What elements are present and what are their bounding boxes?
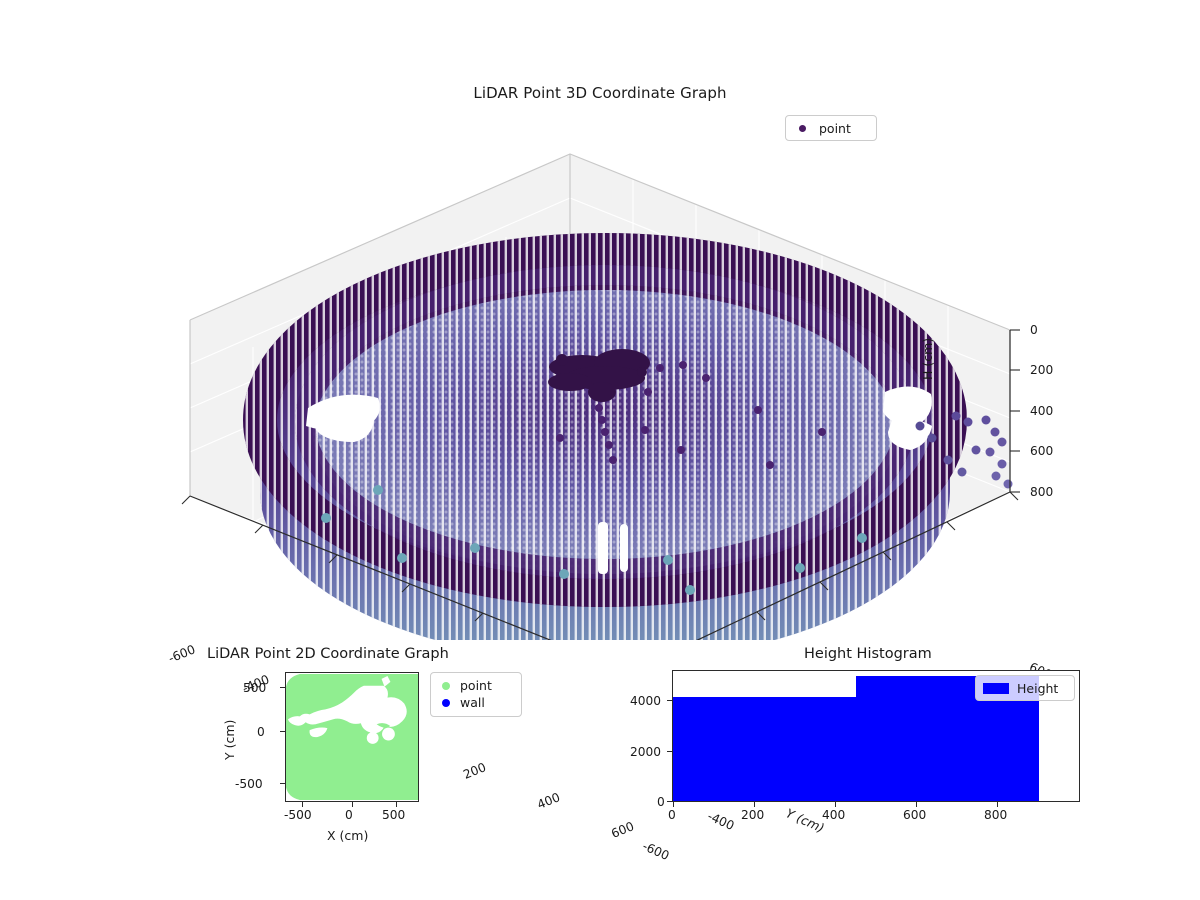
x-tick-label-hist: 400 (822, 808, 846, 822)
center-cluster (548, 349, 650, 402)
y-tick-label-2d: 0 (257, 725, 265, 739)
tick-mark (667, 751, 672, 752)
y-axis-label-2d: Y (cm) (222, 719, 237, 760)
tick-mark (835, 802, 836, 807)
z-tick-label: 600 (1030, 444, 1054, 458)
y-tick-label-hist: 2000 (630, 745, 662, 759)
y-tick-label-hist: 4000 (630, 694, 662, 708)
y-tick-label: -400 (705, 808, 737, 834)
x-tick-label-hist: 200 (741, 808, 765, 822)
lidar-3d-axes[interactable]: -600 -400 -200 0 200 400 600 X (cm) -600… (150, 120, 1054, 863)
legend-2d-label-point: point (460, 678, 492, 693)
legend-3d[interactable]: point (785, 115, 877, 141)
scattered-mid-points (556, 361, 826, 469)
tick-mark (352, 802, 353, 807)
tick-mark (280, 783, 285, 784)
tick-mark (667, 700, 672, 701)
tick-mark (997, 802, 998, 807)
legend-2d-label-wall: wall (460, 695, 485, 710)
x-tick-label: -600 (166, 642, 198, 666)
y-axis-label: Y (cm) (783, 805, 827, 836)
page-title: LiDAR Point 3D Coordinate Graph (473, 84, 727, 102)
panel-2d-title: LiDAR Point 2D Coordinate Graph (207, 646, 449, 662)
ground-outlier-points (321, 485, 867, 595)
occlusion-voids (287, 675, 407, 744)
x-tick-label-2d: -500 (284, 808, 312, 822)
x-tick-label-hist: 600 (903, 808, 927, 822)
point-marker-icon (799, 124, 806, 132)
tick-mark (280, 731, 285, 732)
x-tick-label: 400 (535, 790, 563, 812)
legend-2d-entry-wall[interactable]: wall (439, 694, 513, 711)
y-tick-label-2d: 500 (243, 681, 267, 695)
lidar-2d-axes[interactable] (285, 672, 419, 802)
x-tick-label-2d: 500 (382, 808, 406, 822)
lidar-point-cloud (243, 233, 1013, 640)
panel-hist-title: Height Histogram (804, 646, 932, 662)
tick-mark (754, 802, 755, 807)
legend-3d-label-point: point (819, 120, 851, 136)
lidar-2d-canvas (286, 673, 418, 801)
wall-marker-icon (442, 698, 450, 707)
x-tick-label-hist: 800 (984, 808, 1008, 822)
y-tick-label: -600 (640, 838, 672, 864)
y-tick-label-2d: -500 (235, 777, 263, 791)
tick-mark (280, 687, 285, 688)
x-tick-label: 600 (609, 819, 637, 841)
x-tick-label: 200 (461, 760, 489, 782)
height-swatch-icon (983, 682, 1009, 694)
tick-mark (916, 802, 917, 807)
z-tick-label: 0 (1030, 323, 1038, 337)
z-tick-label: 400 (1030, 404, 1054, 418)
x-axis-label-2d: X (cm) (327, 828, 369, 843)
tick-mark (667, 801, 672, 802)
sparse-returns-right (915, 411, 1013, 489)
legend-hist-label-height: Height (1017, 680, 1059, 696)
z-tick-label: 800 (1030, 485, 1054, 499)
lidar-3d-canvas (181, 153, 1020, 640)
void-separators (329, 723, 391, 731)
x-tick-label-hist: 0 (668, 808, 676, 822)
axis-tickmarks (181, 329, 1020, 622)
occlusion-gaps (306, 386, 932, 574)
z-tick-label: 200 (1030, 363, 1054, 377)
legend-2d-entry-point[interactable]: point (439, 677, 513, 694)
tick-mark (396, 802, 397, 807)
legend-2d[interactable]: point wall (430, 672, 522, 717)
tick-mark (302, 802, 303, 807)
z-axis-label: H (cm) (920, 337, 935, 380)
histogram-bar (673, 697, 856, 801)
point-marker-icon (442, 681, 450, 690)
legend-histogram[interactable]: Height (975, 675, 1075, 701)
y-tick-label-hist: 0 (657, 795, 665, 809)
x-tick-label-2d: 0 (345, 808, 353, 822)
tick-mark (673, 802, 674, 807)
